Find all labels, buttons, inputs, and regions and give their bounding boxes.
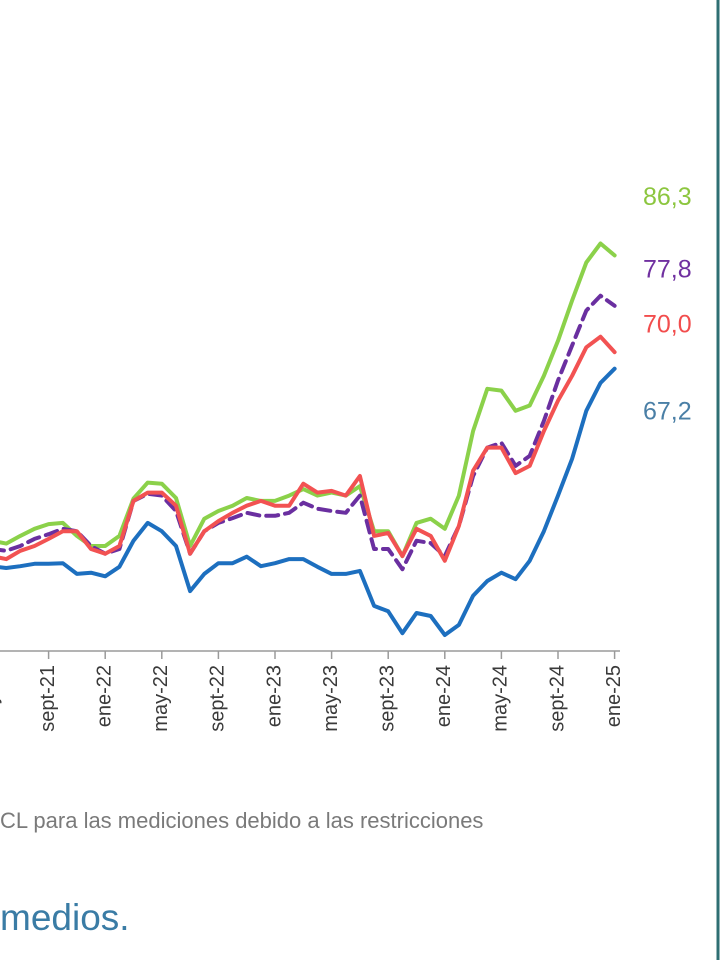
end-label: 70,0	[643, 311, 692, 339]
series-line	[0, 241, 617, 559]
x-tick-label: sept-22	[207, 665, 229, 732]
footer: medios.	[0, 897, 130, 938]
x-tick-label: ene-24	[433, 665, 455, 727]
x-tick-label: may-23	[320, 665, 342, 732]
x-tick-label: may-21	[0, 665, 2, 732]
end-label: 77,8	[643, 255, 692, 283]
x-tick-label: may-24	[490, 665, 512, 732]
x-tick-label: ene-22	[93, 665, 115, 727]
end-label: 67,2	[643, 397, 692, 425]
x-tick-label: sept-23	[376, 665, 398, 732]
x-tick-label: sept-24	[546, 665, 568, 732]
end-label: 86,3	[643, 183, 692, 211]
series-line	[0, 366, 617, 637]
note: CL para las mediciones debido a las rest…	[0, 808, 483, 833]
x-tick-label: ene-23	[263, 665, 285, 727]
x-tick-label: sept-21	[37, 665, 59, 732]
x-tick-label: ene-25	[603, 665, 625, 727]
series-line	[0, 293, 617, 572]
series-line	[0, 334, 617, 563]
x-tick-label: may-22	[150, 665, 172, 732]
